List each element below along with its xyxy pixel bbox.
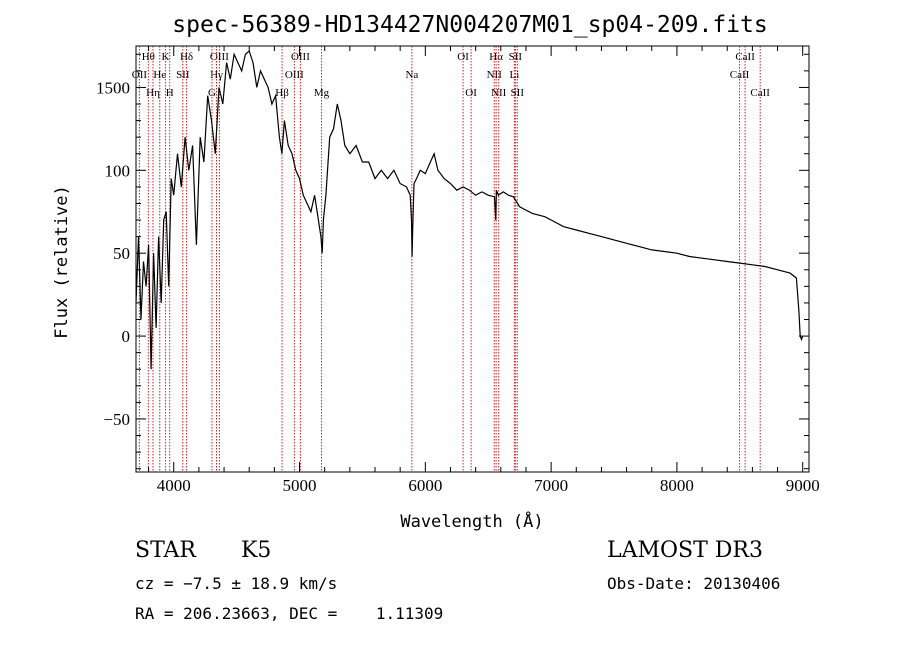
x-tick-label: 4000 [157, 476, 191, 495]
spectrum-line [135, 49, 804, 370]
line-label: CaII [730, 69, 750, 81]
line-label: OIII [291, 51, 310, 63]
line-label: SII [176, 69, 190, 81]
line-label: Hγ [210, 69, 223, 81]
x-axis-label: Wavelength (Å) [400, 510, 543, 532]
line-label: Li [509, 69, 519, 81]
line-label: CaII [735, 51, 755, 63]
line-label: Hη [146, 87, 160, 99]
line-label: NII [491, 87, 507, 99]
line-label: SII [509, 51, 523, 63]
object-subclass: K5 [241, 538, 272, 563]
redshift-cz: cz = −7.5 ± 18.9 km/s [135, 574, 338, 593]
line-label: K [161, 51, 169, 63]
line-label: Hθ [142, 51, 155, 63]
x-tick-label: 7000 [534, 476, 568, 495]
observation-date: Obs-Date: 20130406 [607, 574, 781, 593]
ra-dec: RA = 206.23663, DEC = 1.11309 [135, 604, 444, 623]
line-label: Na [405, 69, 418, 81]
y-tick-label: 100 [105, 161, 131, 180]
spectrum-series [135, 49, 804, 370]
x-tick-label: 8000 [660, 476, 694, 495]
line-label: SII [511, 87, 525, 99]
line-label: OIII [285, 69, 304, 81]
y-tick-label: 0 [122, 327, 131, 346]
y-tick-label: −50 [103, 410, 130, 429]
survey-name: LAMOST DR3 [607, 538, 763, 563]
line-label: Hα [489, 51, 503, 63]
x-tick-label: 6000 [408, 476, 442, 495]
line-label: G [208, 87, 216, 99]
plot-axes: 4000 5000 6000 7000 8000 9000 −50 0 50 100 1500 [96, 45, 820, 495]
x-tick-label: 5000 [283, 476, 317, 495]
line-label: OIII [210, 51, 229, 63]
line-label: Hδ [180, 51, 193, 63]
y-axis-label: Flux (relative) [52, 185, 72, 339]
object-class: STAR [135, 538, 196, 563]
plot-frame [135, 45, 810, 473]
line-label: H [166, 87, 174, 99]
x-tick-label: 9000 [786, 476, 820, 495]
line-label: OI [457, 51, 469, 63]
line-label: Hβ [275, 87, 289, 99]
line-label: He [153, 69, 166, 81]
line-label: Mg [314, 87, 330, 99]
line-label: OI [465, 87, 477, 99]
line-label: CaII [750, 87, 770, 99]
line-label: NII [487, 69, 503, 81]
y-tick-label: 1500 [96, 78, 130, 97]
y-tick-label: 50 [113, 244, 130, 263]
chart-title: spec-56389-HD134427N004207M01_sp04-209.f… [172, 12, 767, 38]
